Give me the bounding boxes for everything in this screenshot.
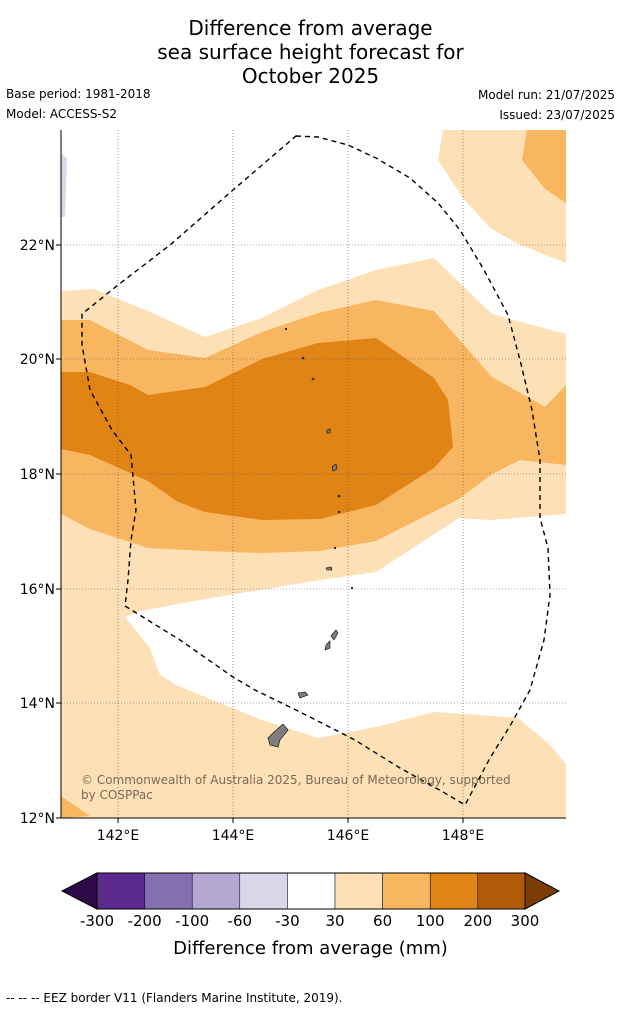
lon-label-148: 148°E: [442, 828, 485, 844]
model-text: Model: ACCESS-S2: [6, 107, 118, 121]
colorbar-bin: [96, 872, 145, 910]
colorbar-bin: [382, 872, 431, 910]
lat-label-22: 22°N: [20, 238, 55, 254]
base-period-text: Base period: 1981-2018: [6, 87, 151, 101]
lat-label-18: 18°N: [20, 467, 55, 483]
colorbar-bin: [144, 872, 193, 910]
island-dot-6: [333, 546, 337, 550]
colorbar-bin: [191, 872, 241, 910]
lon-axis: 142°E 144°E 146°E 148°E: [97, 818, 485, 844]
title-line-2: sea surface height forecast for: [157, 40, 464, 64]
eez-border: [81, 135, 551, 806]
island-small-2: [326, 428, 331, 434]
band-60-100-top: [522, 130, 566, 203]
island-rota: [297, 691, 309, 699]
lat-label-20: 20°N: [20, 352, 55, 368]
band-100-200: [61, 338, 453, 520]
lon-label-146: 146°E: [327, 828, 370, 844]
colorbar-frame: [96, 872, 526, 910]
lon-label-144: 144°E: [212, 828, 255, 844]
title-line-1: Difference from average: [188, 16, 433, 40]
left-edge-sliver: [61, 153, 67, 217]
colorbar-tick-label: -200: [127, 912, 162, 930]
grid-lines: [61, 130, 566, 818]
copyright-line-1: © Commonwealth of Australia 2025, Bureau…: [81, 773, 511, 787]
colorbar-tick-label: 30: [325, 912, 345, 930]
title-line-3: October 2025: [241, 64, 380, 88]
copyright-line-2: by COSPPac: [81, 788, 153, 802]
colorbar-tick-label: -60: [227, 912, 253, 930]
islands: [267, 327, 354, 748]
colorbar-tick-label: -100: [175, 912, 210, 930]
eez-legend-text: -- -- -- EEZ border V11 (Flanders Marine…: [6, 991, 343, 1005]
colorbar-tick-label: 200: [463, 912, 493, 930]
island-guam: [267, 723, 289, 748]
colorbar-tick-label: 60: [373, 912, 393, 930]
island-small-1: [325, 566, 333, 571]
map-fields: © Commonwealth of Australia 2025, Bureau…: [61, 130, 566, 818]
colorbar-extend-low: [60, 872, 98, 910]
colorbar-tick-label: 300: [510, 912, 540, 930]
colorbar-bin: [429, 872, 479, 910]
island-tinian: [324, 640, 331, 651]
model-run-text: Model run: 21/07/2025: [477, 88, 615, 102]
colorbar-title: Difference from average (mm): [173, 938, 448, 959]
colorbar-tick-label: -30: [275, 912, 300, 930]
colorbar-tick-label: -300: [79, 912, 115, 930]
lat-axis: 22°N 20°N 18°N 16°N 14°N 12°N: [20, 238, 61, 827]
island-dot-5: [337, 510, 341, 514]
colorbar-bin: [477, 872, 526, 910]
chart-title: Difference from average sea surface heig…: [0, 16, 621, 88]
island-small-3: [331, 463, 338, 472]
band-60-corner: [61, 796, 90, 818]
colorbar-tick-label: 100: [415, 912, 445, 930]
island-saipan: [330, 629, 339, 641]
island-dot-2: [301, 356, 305, 360]
colorbar-extend-high: [524, 872, 561, 910]
colorbar-bin: [287, 872, 336, 910]
issued-text: Issued: 23/07/2025: [499, 108, 615, 122]
colorbar-bin: [334, 872, 383, 910]
lon-label-142: 142°E: [97, 828, 140, 844]
island-dot-3: [284, 327, 288, 331]
island-dot-7: [350, 586, 354, 590]
colorbar-bin: [239, 872, 288, 910]
colorbar: [60, 872, 561, 910]
island-dot-4: [337, 494, 341, 498]
lat-label-12: 12°N: [20, 811, 55, 827]
island-dot-1: [311, 377, 315, 381]
lat-label-16: 16°N: [20, 582, 55, 598]
lat-label-14: 14°N: [20, 696, 55, 712]
